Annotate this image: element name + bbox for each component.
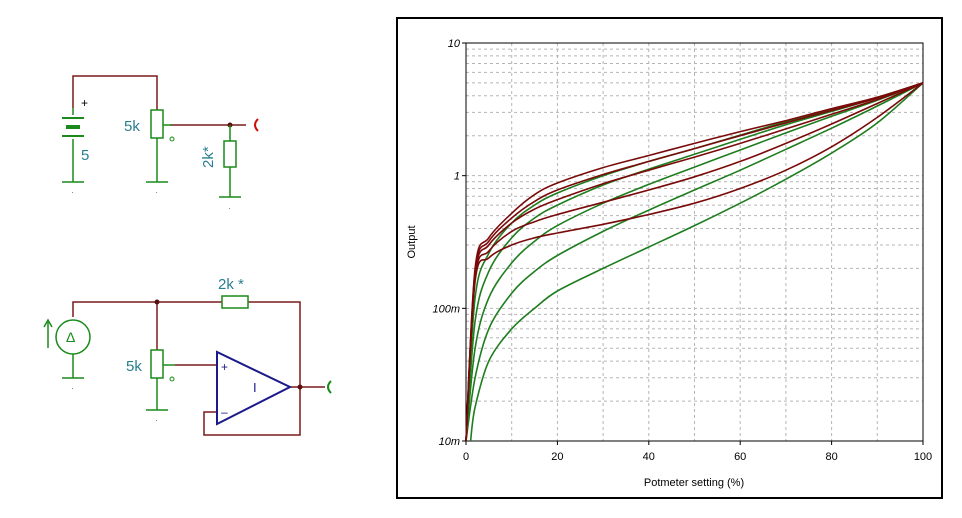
chart-grid <box>466 43 923 441</box>
top-wires <box>72 75 246 126</box>
y-tick-label: 100m <box>432 303 460 315</box>
output-connector-bottom <box>327 380 332 394</box>
opamp-plus-label: + <box>221 360 228 374</box>
resistor-2k-bottom <box>221 295 249 309</box>
x-tick-label: 0 <box>463 451 469 463</box>
battery-symbol <box>62 108 84 183</box>
x-tick-label: 80 <box>825 451 837 463</box>
node-dot-bottom <box>154 299 160 305</box>
battery-value-label: 5 <box>81 147 89 164</box>
opamp-type-label: I <box>253 380 257 395</box>
opamp-minus-label: – <box>221 405 228 419</box>
bottom-circuit: Δ 2k * 5k + – I <box>43 276 332 436</box>
series-line-red-3 <box>465 82 924 442</box>
bottom-wires <box>72 301 325 436</box>
series-line-red-2 <box>465 82 924 442</box>
series-line-red-1 <box>465 82 924 442</box>
x-tick-label: 20 <box>551 451 563 463</box>
series-line-green-8 <box>465 82 924 442</box>
x-tick-label: 60 <box>734 451 746 463</box>
series-line-green-9 <box>469 82 924 442</box>
x-axis-ticks: 0 20 40 60 80 100 <box>463 441 932 463</box>
x-axis-label: Potmeter setting (%) <box>644 477 744 489</box>
potentiometer-top <box>146 109 175 183</box>
source-symbol-label: Δ <box>66 329 75 345</box>
opamp-symbol <box>216 350 293 426</box>
potentiometer-bottom <box>146 349 175 411</box>
pot-label-bottom: 5k <box>126 358 142 375</box>
circuit-schematics: + 5 5k 2k* <box>43 75 332 436</box>
battery-plus-label: + <box>81 96 88 110</box>
ground-marks <box>72 192 230 421</box>
resistor-label-top: 2k* <box>200 146 217 168</box>
y-tick-label: 1 <box>454 171 460 183</box>
node-dot-output <box>297 384 303 390</box>
y-axis-label: Output <box>406 225 418 258</box>
series-line-green-7 <box>465 82 924 442</box>
top-circuit: + 5 5k 2k* <box>62 75 259 198</box>
pot-label-top: 5k <box>124 118 140 135</box>
x-tick-label: 40 <box>643 451 655 463</box>
resistor-2k-top <box>219 125 241 198</box>
plot-frame <box>396 17 943 499</box>
series-line-red-4 <box>465 82 924 442</box>
series-layer <box>465 82 924 442</box>
plot-area-border <box>465 42 924 442</box>
series-line-red-0 <box>465 82 924 442</box>
output-chart: 0 20 40 60 80 100 10m 100m 1 10 Potmeter setting… <box>406 38 932 489</box>
y-axis-ticks: 10m 100m 1 10 <box>432 38 466 448</box>
y-tick-label: 10m <box>439 436 460 448</box>
source-symbol <box>43 318 91 379</box>
y-tick-label: 10 <box>448 38 461 50</box>
resistor-label-bottom: 2k * <box>218 276 244 293</box>
output-connector-top <box>254 118 259 132</box>
x-tick-label: 100 <box>914 451 932 463</box>
